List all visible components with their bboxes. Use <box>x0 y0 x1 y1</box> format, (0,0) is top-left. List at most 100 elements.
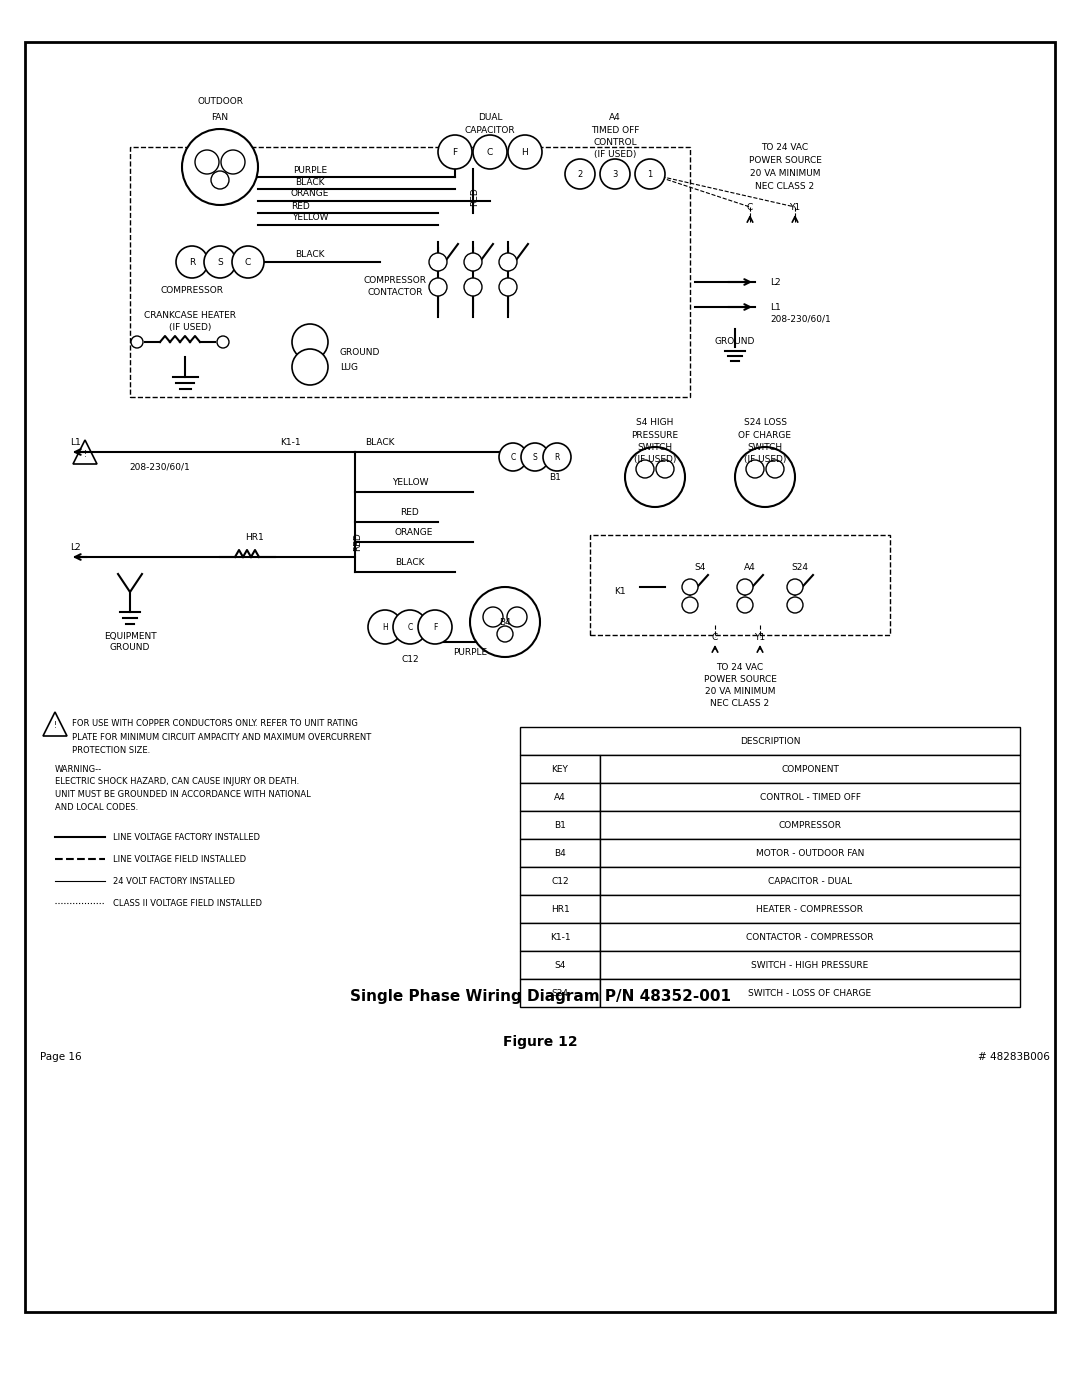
Circle shape <box>600 159 630 189</box>
Text: 3: 3 <box>612 169 618 179</box>
Text: C: C <box>712 633 718 641</box>
Text: (IF USED): (IF USED) <box>634 454 676 464</box>
Text: NEC CLASS 2: NEC CLASS 2 <box>711 698 770 707</box>
Text: POWER SOURCE: POWER SOURCE <box>748 155 822 165</box>
Text: B4: B4 <box>554 848 566 858</box>
Text: SWITCH: SWITCH <box>747 443 783 451</box>
Text: Single Phase Wiring Diagram P/N 48352-001: Single Phase Wiring Diagram P/N 48352-00… <box>350 989 730 1004</box>
Text: # 48283B006: # 48283B006 <box>978 1052 1050 1062</box>
Circle shape <box>499 278 517 296</box>
Text: POWER SOURCE: POWER SOURCE <box>703 675 777 683</box>
Circle shape <box>176 246 208 278</box>
FancyBboxPatch shape <box>600 979 1020 1007</box>
Text: OF CHARGE: OF CHARGE <box>739 430 792 440</box>
Circle shape <box>195 149 219 175</box>
Text: UNIT MUST BE GROUNDED IN ACCORDANCE WITH NATIONAL: UNIT MUST BE GROUNDED IN ACCORDANCE WITH… <box>55 789 311 799</box>
Text: CONTROL: CONTROL <box>593 137 637 147</box>
Circle shape <box>464 278 482 296</box>
Text: MOTOR - OUTDOOR FAN: MOTOR - OUTDOOR FAN <box>756 848 864 858</box>
Circle shape <box>221 149 245 175</box>
Circle shape <box>508 136 542 169</box>
Text: L1: L1 <box>770 303 781 312</box>
Circle shape <box>521 443 549 471</box>
Text: HEATER - COMPRESSOR: HEATER - COMPRESSOR <box>756 904 864 914</box>
Text: C: C <box>407 623 413 631</box>
Circle shape <box>292 324 328 360</box>
Text: 208-230/60/1: 208-230/60/1 <box>130 462 190 472</box>
FancyBboxPatch shape <box>519 754 600 782</box>
Circle shape <box>473 136 507 169</box>
Text: PROTECTION SIZE.: PROTECTION SIZE. <box>72 746 150 754</box>
Text: DESCRIPTION: DESCRIPTION <box>740 736 800 746</box>
Text: F: F <box>433 623 437 631</box>
Text: COMPRESSOR: COMPRESSOR <box>364 275 427 285</box>
Text: B4: B4 <box>499 617 511 626</box>
Text: C: C <box>487 148 494 156</box>
Text: F: F <box>453 148 458 156</box>
Circle shape <box>368 610 402 644</box>
Text: TO 24 VAC: TO 24 VAC <box>761 142 809 151</box>
Text: SWITCH: SWITCH <box>637 443 673 451</box>
FancyBboxPatch shape <box>519 726 1020 754</box>
Text: TO 24 VAC: TO 24 VAC <box>716 662 764 672</box>
Circle shape <box>636 460 654 478</box>
Text: L2: L2 <box>770 278 781 286</box>
Text: 24 VOLT FACTORY INSTALLED: 24 VOLT FACTORY INSTALLED <box>113 876 235 886</box>
Text: GROUND: GROUND <box>110 643 150 651</box>
Text: L1: L1 <box>70 437 81 447</box>
Circle shape <box>543 443 571 471</box>
Text: ORANGE: ORANGE <box>395 528 433 536</box>
FancyBboxPatch shape <box>600 868 1020 895</box>
Text: CONTROL - TIMED OFF: CONTROL - TIMED OFF <box>759 792 861 802</box>
Text: GROUND: GROUND <box>715 338 755 346</box>
Text: WARNING--: WARNING-- <box>55 764 103 774</box>
Circle shape <box>507 608 527 627</box>
Text: GROUND: GROUND <box>340 348 380 356</box>
Text: RED: RED <box>401 507 419 517</box>
FancyBboxPatch shape <box>600 754 1020 782</box>
Text: C: C <box>747 203 753 211</box>
Text: AND LOCAL CODES.: AND LOCAL CODES. <box>55 802 138 812</box>
Text: K1-1: K1-1 <box>550 933 570 942</box>
Circle shape <box>625 447 685 507</box>
Text: CLASS II VOLTAGE FIELD INSTALLED: CLASS II VOLTAGE FIELD INSTALLED <box>113 898 262 908</box>
Text: Y1: Y1 <box>789 203 800 211</box>
Text: RED: RED <box>291 201 309 211</box>
Text: COMPRESSOR: COMPRESSOR <box>161 285 224 295</box>
FancyBboxPatch shape <box>600 782 1020 812</box>
Circle shape <box>499 443 527 471</box>
Text: R: R <box>554 453 559 461</box>
Text: 2: 2 <box>578 169 582 179</box>
Text: FAN: FAN <box>212 113 229 122</box>
Circle shape <box>131 337 143 348</box>
Text: S: S <box>217 257 222 267</box>
Text: HR1: HR1 <box>551 904 569 914</box>
Text: TIMED OFF: TIMED OFF <box>591 126 639 134</box>
Text: (IF USED): (IF USED) <box>744 454 786 464</box>
Text: 20 VA MINIMUM: 20 VA MINIMUM <box>705 686 775 696</box>
Circle shape <box>499 253 517 271</box>
Circle shape <box>656 460 674 478</box>
Text: S24: S24 <box>552 989 568 997</box>
Circle shape <box>183 129 258 205</box>
Text: PRESSURE: PRESSURE <box>632 430 678 440</box>
Text: Y1: Y1 <box>755 633 766 641</box>
Text: COMPRESSOR: COMPRESSOR <box>779 820 841 830</box>
Text: S24: S24 <box>792 563 809 571</box>
Text: S4: S4 <box>554 961 566 970</box>
Text: BLACK: BLACK <box>295 177 325 187</box>
Text: PURPLE: PURPLE <box>453 647 487 657</box>
Text: K1: K1 <box>615 588 625 597</box>
Text: H: H <box>522 148 528 156</box>
Text: 208-230/60/1: 208-230/60/1 <box>770 314 831 324</box>
Text: ELECTRIC SHOCK HAZARD, CAN CAUSE INJURY OR DEATH.: ELECTRIC SHOCK HAZARD, CAN CAUSE INJURY … <box>55 777 299 785</box>
Text: BLACK: BLACK <box>365 437 395 447</box>
FancyBboxPatch shape <box>600 812 1020 840</box>
Text: SWITCH - HIGH PRESSURE: SWITCH - HIGH PRESSURE <box>752 961 868 970</box>
Circle shape <box>681 578 698 595</box>
Circle shape <box>470 587 540 657</box>
Text: 1: 1 <box>647 169 652 179</box>
FancyBboxPatch shape <box>600 895 1020 923</box>
Text: 20 VA MINIMUM: 20 VA MINIMUM <box>750 169 820 177</box>
Text: OUTDOOR: OUTDOOR <box>197 98 243 106</box>
